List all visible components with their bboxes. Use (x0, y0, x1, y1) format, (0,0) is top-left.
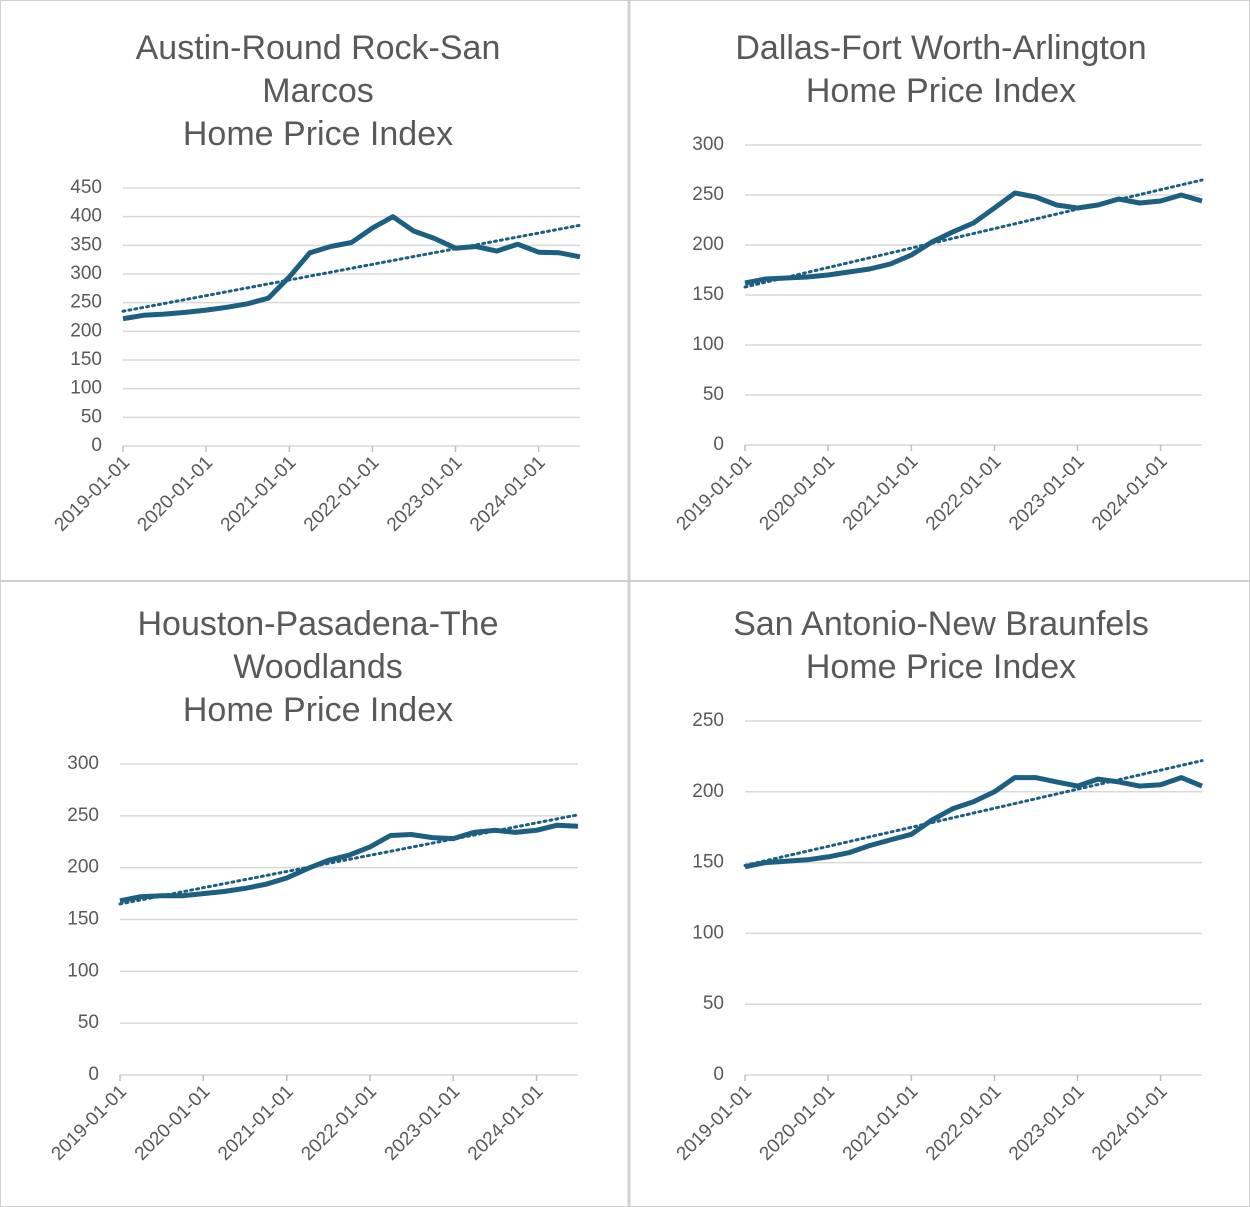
y-tick-label: 300 (67, 753, 99, 774)
y-tick-label: 0 (713, 434, 724, 455)
x-tick-label: 2022-01-01 (300, 452, 384, 536)
chart-title: Dallas-Fort Worth-Arlington (735, 29, 1146, 67)
x-tick-label: 2022-01-01 (297, 1081, 381, 1165)
x-tick-label: 2023-01-01 (1005, 451, 1089, 535)
y-tick-label: 150 (67, 909, 99, 930)
chart-title: Austin-Round Rock-San (136, 29, 501, 67)
y-tick-label: 100 (692, 922, 724, 943)
series-line (744, 775, 1203, 870)
trendline (121, 223, 582, 313)
y-tick-label: 200 (67, 857, 99, 878)
y-tick-label: 350 (70, 234, 102, 255)
y-tick-label: 400 (70, 206, 102, 227)
y-tick-label: 50 (78, 1012, 99, 1033)
trendline (118, 813, 580, 906)
y-tick-label: 200 (692, 781, 724, 802)
x-tick-label: 2019-01-01 (672, 451, 756, 535)
x-tick-label: 2019-01-01 (47, 1081, 131, 1165)
trendline (743, 759, 1204, 867)
y-tick-label: 250 (692, 710, 724, 731)
x-tick-label: 2019-01-01 (672, 1081, 756, 1165)
series-line (744, 190, 1203, 286)
trendline (743, 178, 1204, 289)
x-tick-label: 2020-01-01 (756, 451, 840, 535)
y-tick-label: 250 (692, 184, 724, 205)
x-tick-label: 2024-01-01 (1088, 451, 1172, 535)
x-tick-label: 2019-01-01 (50, 452, 134, 536)
x-tick-label: 2023-01-01 (383, 452, 467, 536)
y-tick-label: 300 (70, 263, 102, 284)
y-tick-label: 100 (692, 334, 724, 355)
x-tick-label: 2022-01-01 (922, 1081, 1006, 1165)
x-tick-label: 2024-01-01 (466, 452, 550, 536)
y-tick-label: 250 (70, 292, 102, 313)
y-tick-label: 150 (692, 852, 724, 873)
x-tick-label: 2020-01-01 (131, 1081, 215, 1165)
y-tick-label: 300 (692, 134, 724, 155)
y-tick-label: 200 (692, 234, 724, 255)
x-tick-label: 2021-01-01 (839, 1081, 923, 1165)
y-tick-label: 150 (692, 284, 724, 305)
x-tick-label: 2021-01-01 (217, 452, 301, 536)
chart-title: San Antonio-New Braunfels (733, 605, 1149, 643)
chart-title: Home Price Index (806, 648, 1076, 686)
chart-title: Home Price Index (183, 115, 453, 153)
y-tick-label: 200 (70, 320, 102, 341)
x-tick-label: 2020-01-01 (756, 1081, 840, 1165)
x-tick-label: 2022-01-01 (922, 451, 1006, 535)
y-tick-label: 50 (81, 406, 102, 427)
y-tick-label: 450 (70, 177, 102, 198)
x-tick-label: 2024-01-01 (1088, 1081, 1172, 1165)
chart-title: Marcos (262, 72, 373, 110)
chart-title: Houston-Pasadena-The (137, 605, 498, 643)
y-tick-label: 0 (713, 1064, 724, 1085)
chart-title: Woodlands (233, 648, 403, 686)
y-tick-label: 250 (67, 805, 99, 826)
x-tick-label: 2021-01-01 (839, 451, 923, 535)
y-tick-label: 100 (67, 960, 99, 981)
y-tick-label: 50 (703, 384, 724, 405)
series-line (122, 214, 581, 322)
x-tick-label: 2020-01-01 (134, 452, 218, 536)
x-tick-label: 2024-01-01 (464, 1081, 548, 1165)
y-tick-label: 0 (91, 435, 102, 456)
x-tick-label: 2021-01-01 (214, 1081, 298, 1165)
y-tick-label: 150 (70, 349, 102, 370)
chart-title: Home Price Index (806, 72, 1076, 110)
x-tick-label: 2023-01-01 (1005, 1081, 1089, 1165)
y-tick-label: 50 (703, 993, 724, 1014)
series-line (119, 822, 579, 904)
y-tick-label: 0 (88, 1064, 99, 1085)
y-tick-label: 100 (70, 378, 102, 399)
x-tick-label: 2023-01-01 (381, 1081, 465, 1165)
chart-title: Home Price Index (183, 691, 453, 729)
